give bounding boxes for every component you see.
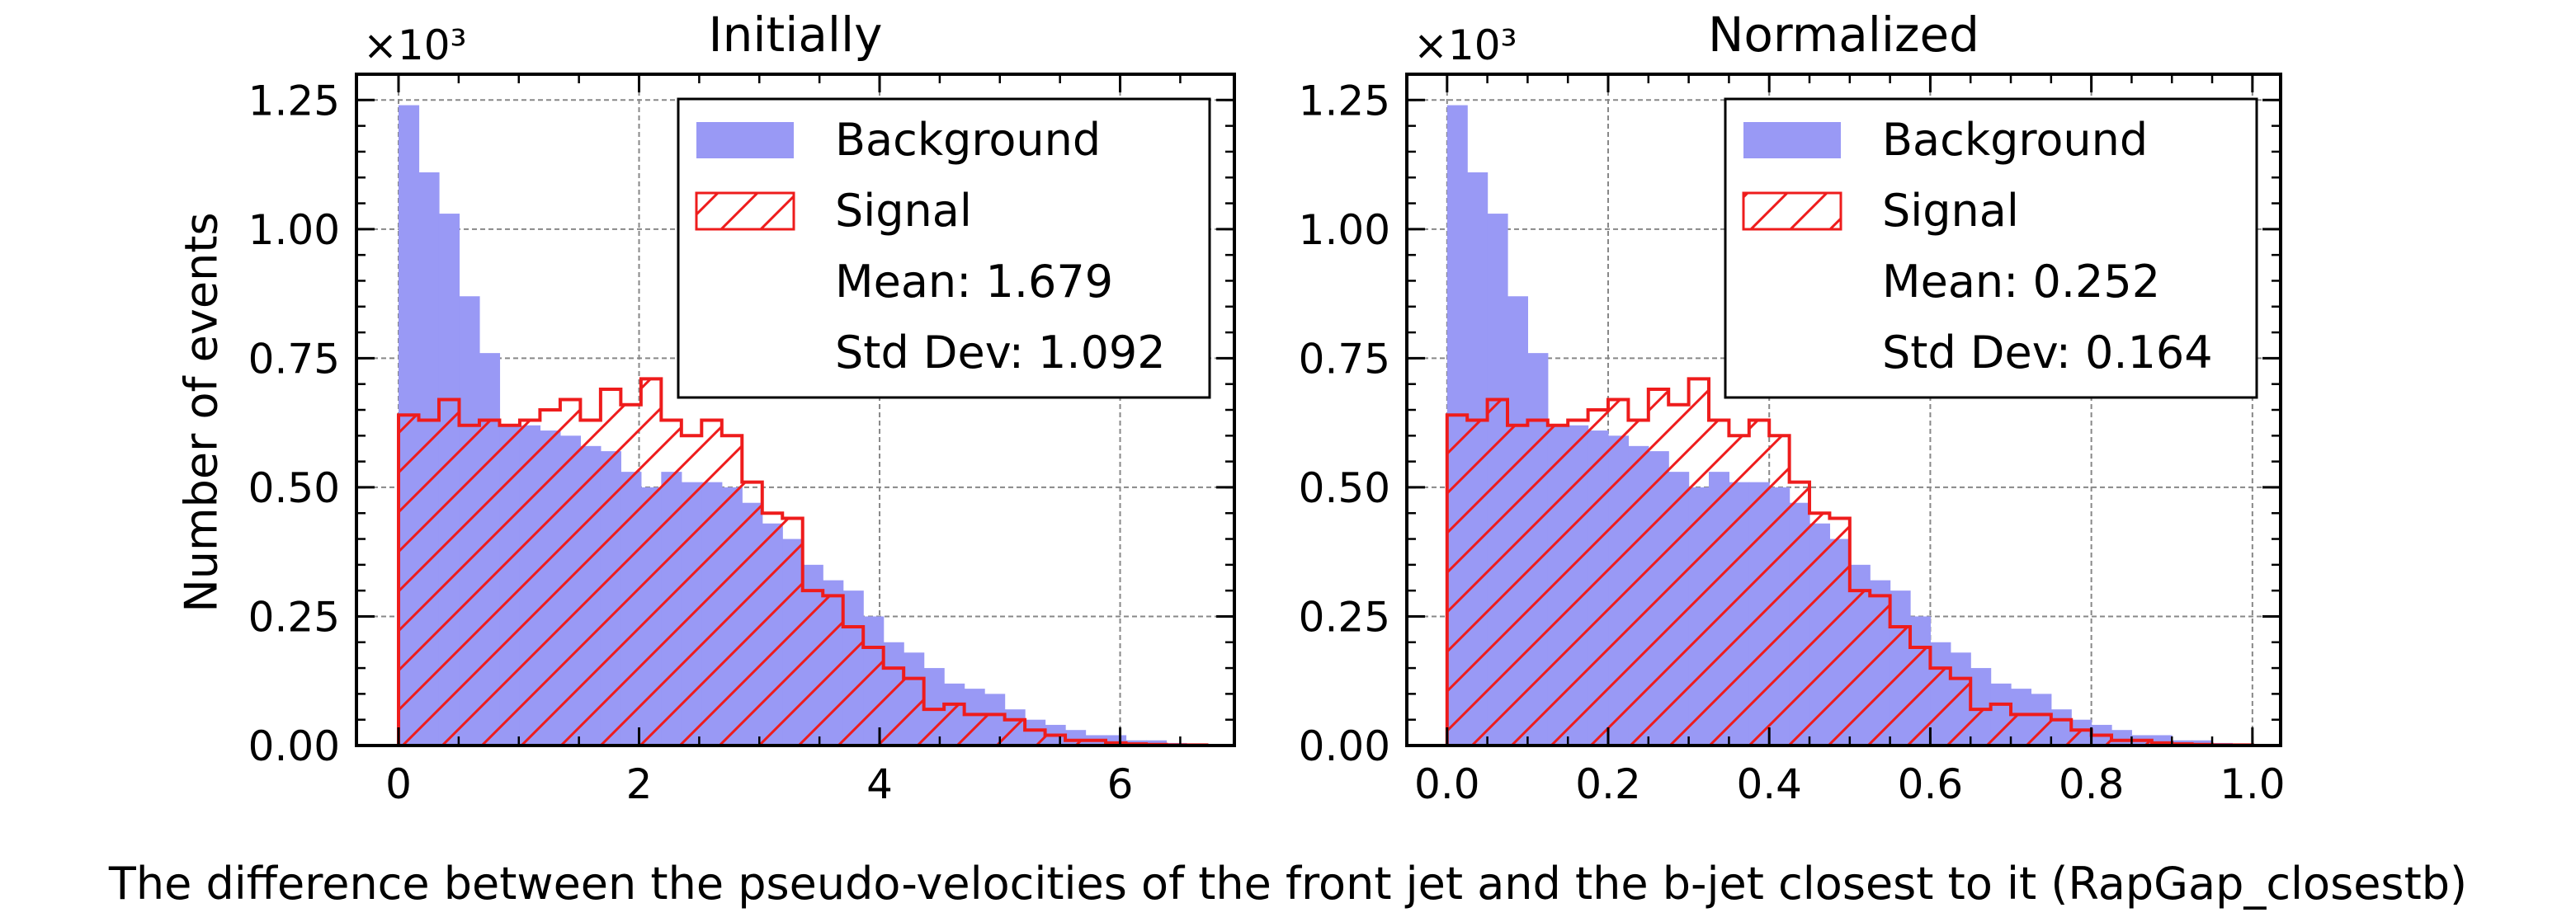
legend: Background Signal Mean: 1.679 Std Dev: 1.09… (677, 97, 1211, 399)
x-axis-label: The difference between the pseudo-veloci… (108, 858, 2468, 910)
y-tick-label: 0.50 (1299, 464, 1390, 512)
y-tick-label: 0.50 (248, 464, 340, 512)
x-tick-label: 0.8 (2059, 760, 2125, 808)
x-tick-label: 0.2 (1575, 760, 1641, 808)
y-tick-label: 1.00 (1299, 206, 1390, 254)
legend-entry: Background (1882, 114, 2148, 166)
x-tick-label: 2 (626, 760, 653, 808)
x-tick-label: 0.4 (1736, 760, 1802, 808)
legend-entry: Signal (1882, 185, 2019, 237)
signal-histogram (1445, 377, 2254, 747)
legend-entry: Background (835, 114, 1101, 166)
legend-swatch-signal (695, 191, 795, 231)
y-axis-label: Number of events (175, 212, 228, 613)
legend-entry: Mean: 0.252 (1882, 256, 2160, 308)
legend-entry: Std Dev: 0.164 (1882, 327, 2213, 379)
x-tick-label: 0.6 (1898, 760, 1964, 808)
x-tick-label: 0.0 (1414, 760, 1480, 808)
axis-ticks: 0.0 0.2 0.4 0.6 0.8 1.0 0.00 0.25 0.50 0.75 1.00 1.… (1299, 74, 2286, 808)
y-tick-label: 1.25 (248, 77, 340, 125)
axis-ticks: 0 2 4 6 0.00 0.25 0.50 0.75 1.00 1.25 (248, 74, 1234, 808)
y-tick-label: 1.00 (248, 206, 340, 254)
x-tick-label: 0 (385, 760, 412, 808)
legend-swatch-background (696, 122, 794, 158)
x-tick-label: 6 (1107, 760, 1134, 808)
y-tick-label: 0.00 (248, 722, 340, 770)
legend-swatch-signal (1742, 191, 1842, 231)
x-tick-label: 4 (866, 760, 893, 808)
x-tick-label: 1.0 (2220, 760, 2286, 808)
signal-histogram (397, 377, 1227, 747)
y-tick-label: 0.75 (248, 335, 340, 383)
y-tick-label: 1.25 (1299, 77, 1390, 125)
panel-normalized: 0.0 0.2 0.4 0.6 0.8 1.0 0.00 0.25 0.50 0.75 1.00 1.… (1299, 7, 2286, 808)
y-tick-label: 0.25 (248, 593, 340, 641)
panel-initially: 0 2 4 6 0.00 0.25 0.50 0.75 1.00 1.25 Initially ×10… (248, 7, 1236, 808)
y-tick-label: 0.75 (1299, 335, 1390, 383)
y-multiplier: ×10³ (1413, 21, 1517, 69)
legend-entry: Std Dev: 1.092 (835, 327, 1166, 379)
y-tick-label: 0.25 (1299, 593, 1390, 641)
y-multiplier: ×10³ (363, 21, 467, 69)
legend-entry: Mean: 1.679 (835, 256, 1113, 308)
legend-swatch-background (1743, 122, 1841, 158)
y-tick-label: 0.00 (1299, 722, 1390, 770)
legend-entry: Signal (835, 185, 972, 237)
chart-title: Normalized (1708, 7, 1979, 63)
legend: Background Signal Mean: 0.252 Std Dev: 0.16… (1724, 97, 2258, 399)
chart-title: Initially (709, 7, 883, 63)
